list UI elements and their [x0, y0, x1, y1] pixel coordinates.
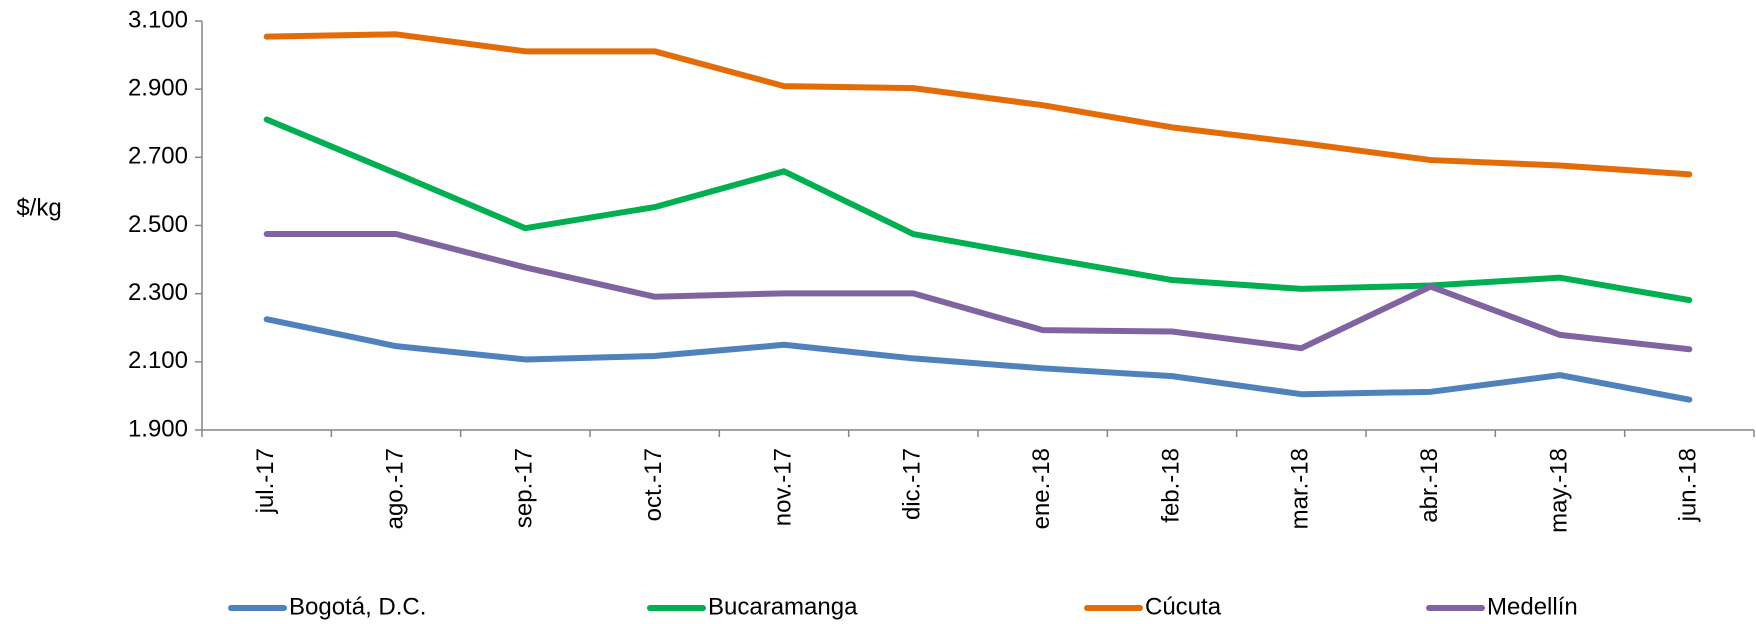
x-tick-label: sep.-17 [511, 448, 538, 528]
y-tick-label: 2.700 [128, 143, 188, 170]
legend-label: Medellín [1487, 593, 1578, 620]
series-line [263, 31, 1693, 178]
legend-label: Bogotá, D.C. [289, 593, 426, 620]
y-tick-label: 2.500 [128, 211, 188, 238]
x-tick-label: oct.-17 [640, 448, 667, 521]
x-tick-label: ene.-18 [1028, 448, 1055, 529]
x-tick-label: mar.-18 [1287, 448, 1314, 529]
x-tick-label: jul.-17 [252, 448, 279, 514]
y-axis-label: $/kg [16, 194, 61, 221]
y-tick-label: 2.900 [128, 75, 188, 102]
y-tick-label: 2.100 [128, 347, 188, 374]
series-line [263, 231, 1693, 353]
y-tick-label: 3.100 [128, 6, 188, 33]
x-tick-label: may.-18 [1545, 448, 1572, 533]
series-line [263, 116, 1693, 304]
x-tick-label: jun.-18 [1675, 448, 1702, 522]
legend-label: Bucaramanga [708, 593, 858, 620]
legend-label: Cúcuta [1145, 593, 1222, 620]
series-line [263, 316, 1693, 403]
y-tick-label: 2.300 [128, 279, 188, 306]
x-tick-label: abr.-18 [1416, 448, 1443, 523]
x-tick-label: ago.-17 [381, 448, 408, 529]
x-tick-label: nov.-17 [769, 448, 796, 526]
y-tick-label: 1.900 [128, 415, 188, 442]
x-tick-label: feb.-18 [1157, 448, 1184, 523]
x-tick-label: dic.-17 [899, 448, 926, 520]
